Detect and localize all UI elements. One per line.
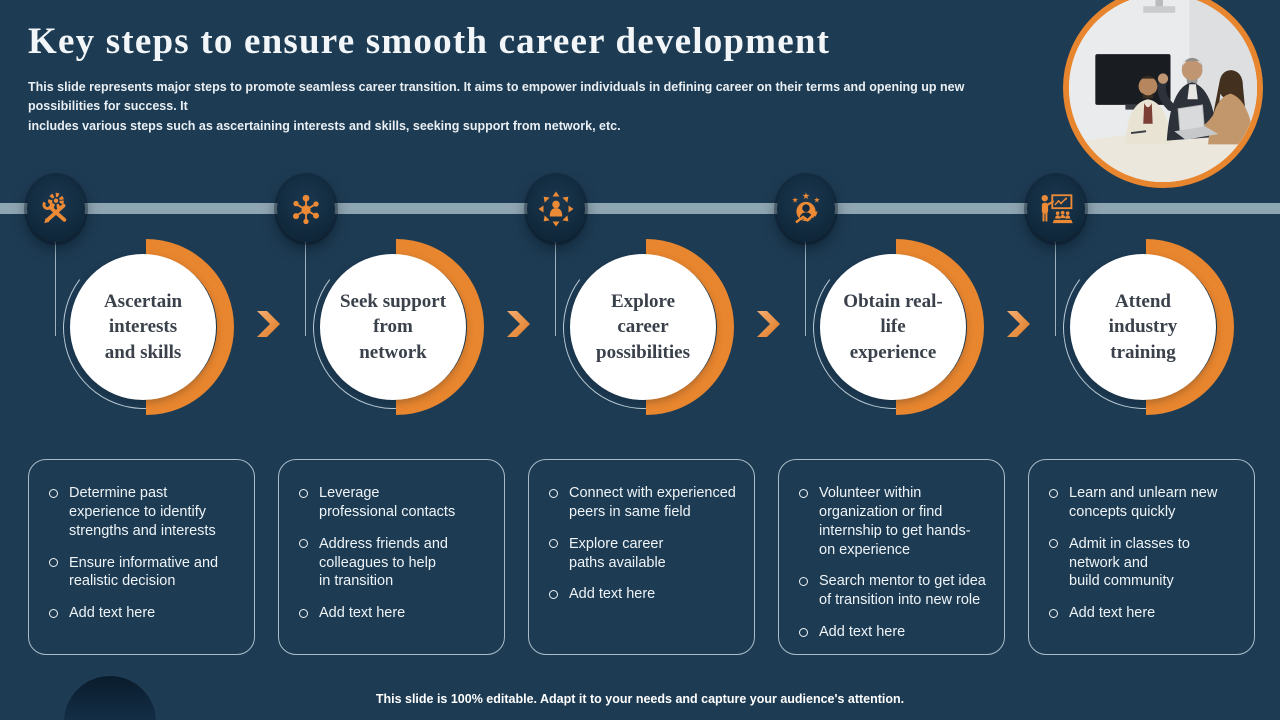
list-item: Add text here — [1047, 604, 1244, 623]
gear-tools-icon — [42, 192, 67, 224]
step-title: Explore career possibilities — [596, 291, 690, 363]
step-detail-box: Connect with experienced peers in same f… — [528, 459, 755, 655]
step-icon-badge — [1027, 176, 1085, 242]
step-column-1: Ascertain interests and skills Determine… — [27, 0, 255, 720]
list-item: Add text here — [547, 585, 744, 604]
step-column-2: Seek support from network Leverage profe… — [277, 0, 505, 720]
step-icon-badge — [277, 176, 335, 242]
slide-subtitle: This slide represents major steps to pro… — [28, 80, 965, 133]
bullet-list: Learn and unlearn new concepts quickly A… — [1029, 460, 1254, 623]
step-column-4: ★ ★ ★ Obtain real- life experience Volun… — [777, 0, 1005, 720]
step-title: Attend industry training — [1108, 291, 1178, 363]
step-detail-box: Leverage professional contacts Address f… — [278, 459, 505, 655]
step-circle: Attend industry training — [1070, 254, 1216, 400]
svg-text:★: ★ — [813, 195, 820, 204]
bullet-list: Volunteer within organization or find in… — [779, 460, 1004, 642]
list-item: Explore career paths available — [547, 535, 744, 573]
icon-connector-line — [1055, 240, 1056, 336]
network-hub-icon — [293, 194, 319, 225]
svg-text:★: ★ — [802, 191, 810, 202]
step-title: Obtain real- life experience — [843, 291, 943, 363]
timeline-bar — [0, 203, 1280, 214]
chevron-right-icon — [1006, 310, 1032, 338]
step-detail-box: Determine past experience to identify st… — [28, 459, 255, 655]
step-detail-box: Volunteer within organization or find in… — [778, 459, 1005, 655]
chevron-right-icon — [506, 310, 532, 338]
step-column-5: Attend industry training Learn and unlea… — [1027, 0, 1255, 720]
bullet-list: Determine past experience to identify st… — [29, 460, 254, 623]
step-title: Seek support from network — [339, 291, 447, 363]
icon-connector-line — [305, 240, 306, 336]
list-item: Ensure informative and realistic decisio… — [47, 554, 244, 592]
svg-text:★: ★ — [792, 195, 799, 204]
step-icon-badge — [27, 176, 85, 242]
training-presentation-icon — [1041, 194, 1073, 224]
bullet-list: Leverage professional contacts Address f… — [279, 460, 504, 623]
list-item: Determine past experience to identify st… — [47, 484, 244, 541]
icon-connector-line — [805, 240, 806, 336]
page-title: Key steps to ensure smooth career develo… — [28, 21, 831, 62]
hero-photo — [1063, 0, 1263, 188]
list-item: Leverage professional contacts — [297, 484, 494, 522]
step-circle: Obtain real- life experience — [820, 254, 966, 400]
list-item: Search mentor to get idea of transition … — [797, 572, 994, 610]
list-item: Connect with experienced peers in same f… — [547, 484, 744, 522]
icon-connector-line — [555, 240, 556, 336]
step-detail-box: Learn and unlearn new concepts quickly A… — [1028, 459, 1255, 655]
list-item: Address friends and colleagues to help i… — [297, 535, 494, 592]
list-item: Add text here — [797, 623, 994, 642]
meeting-photo-illustration — [1069, 0, 1257, 182]
step-icon-badge: ★ ★ ★ — [777, 176, 835, 242]
step-circle: Explore career possibilities — [570, 254, 716, 400]
step-circle: Ascertain interests and skills — [70, 254, 216, 400]
list-item: Learn and unlearn new concepts quickly — [1047, 484, 1244, 522]
step-column-3: Explore career possibilities Connect wit… — [527, 0, 755, 720]
footer-note: This slide is 100% editable. Adapt it to… — [375, 692, 905, 706]
experience-person-stars-icon: ★ ★ ★ — [792, 191, 820, 224]
step-icon-badge — [527, 176, 585, 242]
bullet-list: Connect with experienced peers in same f… — [529, 460, 754, 604]
explore-person-arrows-icon — [538, 191, 574, 227]
step-title: Ascertain interests and skills — [103, 291, 183, 363]
chevron-right-icon — [256, 310, 282, 338]
list-item: Add text here — [297, 604, 494, 623]
list-item: Add text here — [47, 604, 244, 623]
list-item: Admit in classes to network and build co… — [1047, 535, 1244, 592]
icon-connector-line — [55, 240, 56, 336]
list-item: Volunteer within organization or find in… — [797, 484, 994, 559]
step-circle: Seek support from network — [320, 254, 466, 400]
chevron-right-icon — [756, 310, 782, 338]
